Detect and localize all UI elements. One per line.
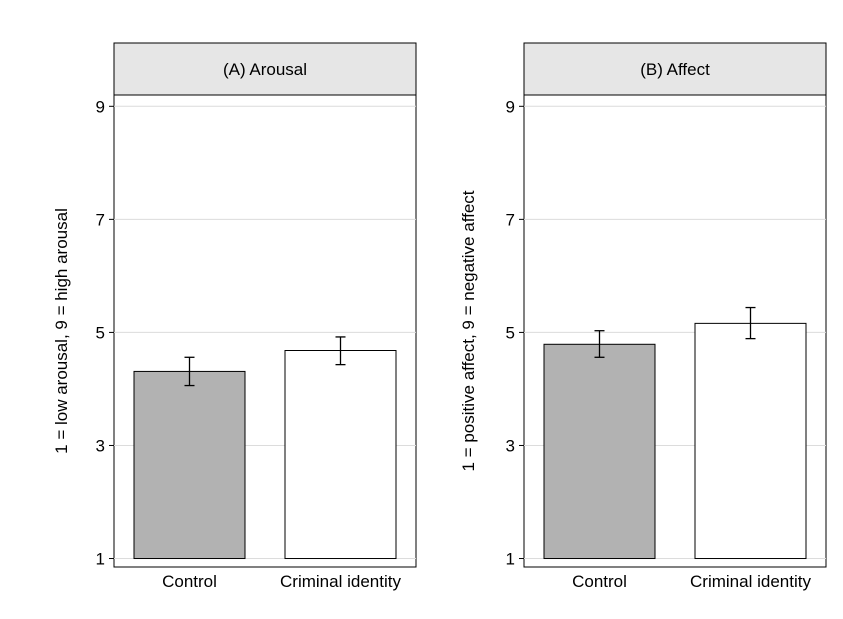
x-axis-categories: Control Criminal identity [162, 572, 401, 591]
x-category-label: Control [572, 572, 627, 591]
y-tick-label: 1 [96, 550, 105, 569]
bars [543, 322, 807, 560]
panel-arousal: (A) Arousal 1 3 5 7 9 Control Criminal identi… [52, 42, 417, 591]
y-tick-label: 3 [506, 436, 515, 455]
y-tick-label: 7 [96, 210, 105, 229]
bar [694, 322, 807, 560]
y-tick-label: 3 [96, 436, 105, 455]
bar [133, 370, 246, 560]
y-tick-label: 5 [506, 323, 515, 342]
panel-header-background [523, 42, 827, 96]
bar [284, 350, 397, 560]
error-bars [184, 336, 346, 387]
y-tick-label: 9 [96, 97, 105, 116]
y-axis-label: 1 = low arousal, 9 = high arousal [52, 208, 71, 454]
y-axis-ticks: 1 3 5 7 9 [96, 97, 114, 569]
bars [133, 350, 397, 560]
x-category-label: Criminal identity [690, 572, 811, 591]
y-tick-label: 5 [96, 323, 105, 342]
x-axis-categories: Control Criminal identity [572, 572, 811, 591]
x-category-label: Control [162, 572, 217, 591]
bar [543, 343, 656, 560]
panel-title: (A) Arousal [223, 60, 307, 79]
y-axis-label: 1 = positive affect, 9 = negative affect [459, 190, 478, 471]
error-bars [594, 306, 756, 358]
panel-header-background [113, 42, 417, 96]
y-tick-label: 1 [506, 550, 515, 569]
y-tick-label: 9 [506, 97, 515, 116]
y-axis-ticks: 1 3 5 7 9 [506, 97, 524, 569]
panel-affect: (B) Affect 1 3 5 7 9 Control Criminal identit… [459, 42, 827, 591]
panel-title: (B) Affect [640, 60, 710, 79]
x-category-label: Criminal identity [280, 572, 401, 591]
y-tick-label: 7 [506, 210, 515, 229]
